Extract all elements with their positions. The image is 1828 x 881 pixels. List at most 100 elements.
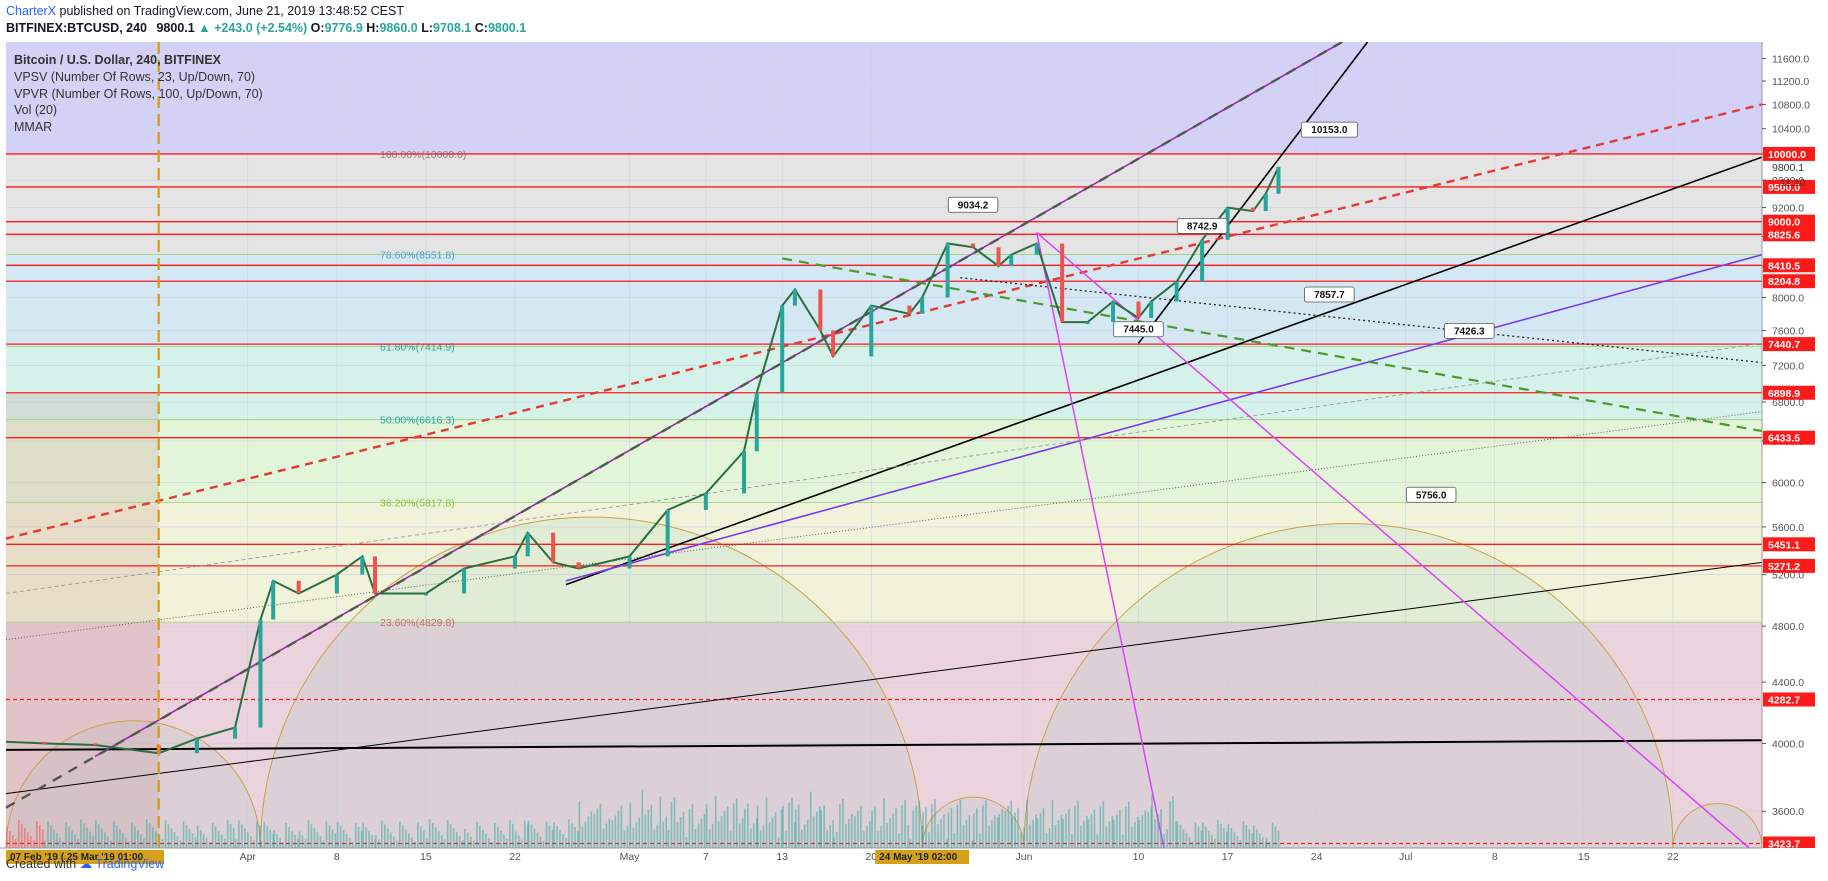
volume-bar <box>943 814 945 848</box>
volume-bar <box>339 825 342 848</box>
fib-label: 50.00%(6616.3) <box>380 415 455 427</box>
price-chart[interactable]: 100.00%(10000.0) 78.60%(8551.8) 61.80%(741… <box>0 40 1828 864</box>
volume-bar <box>904 800 906 848</box>
date-tag-label: 07 Feb '19 ( 25 Mar '19 01:00 <box>10 852 144 863</box>
volume-bar <box>581 826 584 848</box>
volume-bar <box>1169 801 1171 848</box>
chart-area[interactable]: 100.00%(10000.0) 78.60%(8551.8) 61.80%(741… <box>0 40 1828 864</box>
volume-bar <box>1125 806 1127 848</box>
volume-bar <box>68 826 70 848</box>
callout-box <box>1300 121 1358 138</box>
legend-item[interactable]: Vol (20) <box>14 103 58 118</box>
price-candle <box>996 247 1001 267</box>
x-tick-label: 15 <box>1578 851 1590 863</box>
volume-bar <box>947 812 950 848</box>
volume-bar <box>523 820 526 848</box>
volume-bar <box>387 828 389 848</box>
volume-bar <box>708 829 711 848</box>
level-tag-box <box>1763 385 1815 400</box>
volume-bar <box>253 840 255 848</box>
x-tick-label: 8 <box>1492 851 1498 863</box>
volume-bar <box>1233 832 1236 848</box>
volume-bar <box>1014 812 1016 848</box>
volume-bar <box>342 829 345 848</box>
volume-bar <box>116 825 118 848</box>
volume-bar <box>1197 826 1200 848</box>
price-candle <box>971 243 976 248</box>
last-price-label: 9800.1 <box>1772 162 1804 174</box>
legend-item[interactable]: Bitcoin / U.S. Dollar, 240, BITFINEX <box>14 53 221 67</box>
volume-bar <box>497 826 499 848</box>
volume-bar <box>1163 834 1165 848</box>
volume-bar <box>812 816 815 848</box>
level-price-tag: 5271.2 <box>1763 558 1815 573</box>
volume-bar <box>883 798 885 848</box>
volume-bar <box>635 822 638 848</box>
volume-bar <box>1179 825 1182 848</box>
trend-line <box>565 156 1763 586</box>
volume-bar <box>307 820 310 848</box>
volume-bar <box>461 840 464 848</box>
zone-band <box>6 419 1762 503</box>
volume-bar <box>1277 830 1280 848</box>
fib-label: 23.60%(4829.8) <box>380 617 455 629</box>
price-candle <box>754 392 759 452</box>
volume-bar <box>384 824 386 848</box>
legend-item[interactable]: MMAR <box>14 120 53 135</box>
volume-bar <box>711 824 714 848</box>
volume-bar <box>670 801 673 848</box>
volume-bar <box>994 815 996 848</box>
volume-bar <box>491 841 493 848</box>
volume-bar <box>587 816 590 848</box>
volume-bar <box>1274 826 1277 848</box>
volume-bar <box>629 802 632 848</box>
volume-bar <box>24 828 26 848</box>
volume-bar <box>1223 827 1225 848</box>
tradingview-link[interactable]: TradingView <box>95 857 165 871</box>
x-tick-label: 13 <box>776 851 788 863</box>
volume-bar <box>1242 821 1245 848</box>
volume-bar <box>759 830 762 848</box>
volume-bar <box>656 824 659 848</box>
price-callout: 9034.2 <box>947 196 999 213</box>
volume-bar <box>1029 824 1031 848</box>
volume-bar <box>653 829 656 848</box>
price-callout: 7445.0 <box>1113 321 1164 338</box>
volume-bar <box>542 840 545 848</box>
volume-bar <box>21 824 23 848</box>
volume-bar <box>829 825 831 848</box>
volume-bar <box>494 822 496 848</box>
volume-bar <box>473 840 475 848</box>
zone-band <box>6 42 1762 154</box>
volume-bar <box>297 838 299 848</box>
volume-bar <box>602 828 605 848</box>
volume-bar <box>574 827 576 848</box>
volume-bar <box>1160 809 1162 848</box>
volume-bar <box>794 809 797 848</box>
volume-bar <box>940 819 942 848</box>
x-tick-label: 8 <box>334 851 340 863</box>
volume-bar <box>688 808 691 848</box>
legend-item[interactable]: VPSV (Number Of Rows, 23, Up/Down, 70) <box>14 69 256 84</box>
volume-bar <box>735 798 738 848</box>
zone-band <box>6 153 1762 255</box>
volume-bar <box>753 823 755 848</box>
zone-band <box>6 502 1762 623</box>
level-price-tag: 5451.1 <box>1763 537 1815 552</box>
price-callout: 7426.3 <box>1444 322 1495 339</box>
volume-bar <box>247 832 249 848</box>
price-candle <box>296 580 301 594</box>
low-value: 9708.1 <box>433 21 472 35</box>
volume-bar <box>196 825 199 848</box>
level-price-tag: 10000.0 <box>1763 146 1815 161</box>
volume-bar <box>351 841 354 848</box>
volume-bar <box>423 830 425 848</box>
legend-item[interactable]: VPVR (Number Of Rows, 100, Up/Down, 70) <box>14 86 263 101</box>
volume-bar <box>559 830 561 848</box>
volume-bar <box>959 799 962 848</box>
volume-bar <box>266 825 269 848</box>
author-link[interactable]: CharterX <box>6 4 57 18</box>
volume-bar <box>173 832 176 848</box>
volume-bar <box>1048 828 1051 848</box>
volume-bar <box>211 822 214 848</box>
